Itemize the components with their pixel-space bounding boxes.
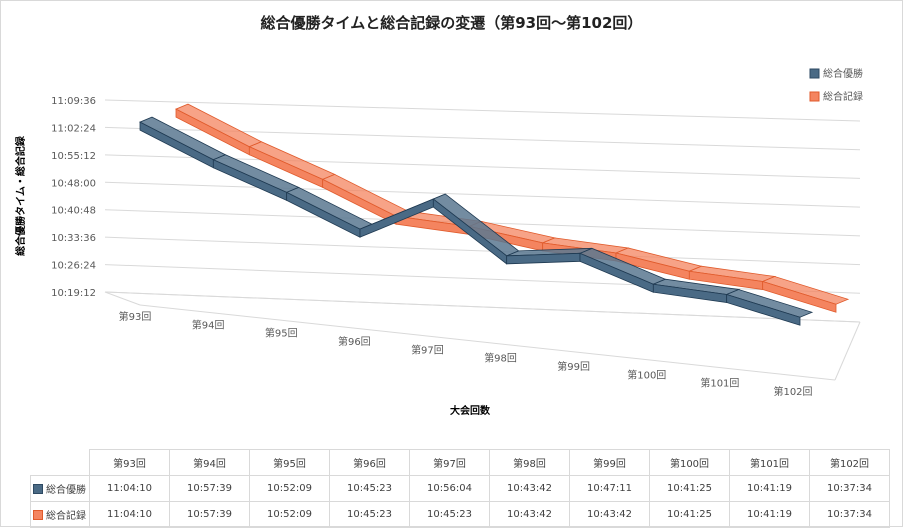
series-name: 総合優勝	[46, 485, 86, 496]
x-tick-label: 第102回	[773, 385, 812, 398]
x-tick-label: 第101回	[700, 377, 739, 390]
table-col-header: 第93回	[89, 449, 170, 476]
winner-ribbon-side	[726, 293, 801, 326]
table-cell: 11:04:10	[89, 501, 170, 528]
table-row-header: 総合記録	[30, 501, 90, 528]
table-col-header: 第100回	[649, 449, 730, 476]
table-corner	[30, 449, 90, 476]
table-cell: 10:45:23	[409, 501, 490, 528]
x-tick-label: 第95回	[265, 327, 298, 340]
legend-swatch	[809, 91, 820, 102]
y-axis-title: 総合優勝タイム・総合記録	[14, 135, 27, 256]
y-tick-label: 10:40:48	[51, 206, 96, 217]
legend-label: 総合記録	[823, 90, 863, 103]
x-tick-label: 第93回	[119, 310, 152, 323]
legend-key-record	[33, 510, 43, 520]
data-table: 第93回 第94回 第95回 第96回 第97回 第98回 第99回 第100回…	[30, 449, 890, 528]
table-cell: 10:41:19	[729, 475, 810, 502]
table-cell: 10:37:34	[809, 501, 890, 528]
table-cell: 10:37:34	[809, 475, 890, 502]
table-row-header: 総合優勝	[30, 475, 90, 502]
table-col-header: 第102回	[809, 449, 890, 476]
floor-front-edge	[139, 304, 836, 381]
table-cell: 10:43:42	[569, 501, 650, 528]
table-cell: 10:43:42	[489, 501, 570, 528]
table-cell: 10:57:39	[169, 501, 250, 528]
x-tick-label: 第97回	[411, 343, 444, 356]
table-cell: 10:52:09	[249, 475, 330, 502]
table-cell: 11:04:10	[89, 475, 170, 502]
floor-left-edge	[104, 291, 141, 306]
y-tick-label: 11:02:24	[51, 123, 96, 134]
record-ribbon-side	[762, 280, 837, 313]
x-axis-title: 大会回数	[450, 404, 491, 417]
table-col-header: 第95回	[249, 449, 330, 476]
y-tick-label: 10:19:12	[51, 288, 96, 299]
chart-title: 総合優勝タイムと総合記録の変遷（第93回〜第102回）	[260, 14, 643, 32]
table-header-row: 第93回 第94回 第95回 第96回 第97回 第98回 第99回 第100回…	[30, 449, 890, 476]
table-cell: 10:41:19	[729, 501, 810, 528]
table-row-record: 総合記録 11:04:10 10:57:39 10:52:09 10:45:23…	[30, 501, 890, 528]
y-tick-label: 11:09:36	[51, 96, 96, 107]
legend-label: 総合優勝	[823, 67, 863, 80]
table-cell: 10:47:11	[569, 475, 650, 502]
table-col-header: 第97回	[409, 449, 490, 476]
x-tick-label: 第96回	[338, 335, 371, 348]
legend-key-winner	[33, 484, 43, 494]
table-cell: 10:45:23	[329, 475, 410, 502]
x-tick-label: 第94回	[192, 318, 225, 331]
floor-back-edge	[104, 291, 861, 323]
y-tick-label: 10:26:24	[51, 261, 96, 272]
gridline	[104, 181, 861, 208]
table-cell: 10:52:09	[249, 501, 330, 528]
floor-right-edge	[834, 321, 861, 381]
y-tick-label: 10:48:00	[51, 178, 96, 189]
table-cell: 10:41:25	[649, 501, 730, 528]
table-cell: 10:56:04	[409, 475, 490, 502]
x-tick-label: 第99回	[557, 360, 590, 373]
table-cell: 10:45:23	[329, 501, 410, 528]
table-cell: 10:57:39	[169, 475, 250, 502]
x-tick-label: 第100回	[627, 368, 666, 381]
gridline	[104, 99, 861, 122]
table-col-header: 第101回	[729, 449, 810, 476]
x-tick-label: 第98回	[484, 352, 517, 365]
y-tick-label: 10:55:12	[51, 151, 96, 162]
table-cell: 10:43:42	[489, 475, 570, 502]
gridline	[104, 236, 861, 266]
y-tick-label: 10:33:36	[51, 233, 96, 244]
table-col-header: 第94回	[169, 449, 250, 476]
table-cell: 10:41:25	[649, 475, 730, 502]
table-row-winner: 総合優勝 11:04:10 10:57:39 10:52:09 10:45:23…	[30, 475, 890, 502]
series-name: 総合記録	[46, 511, 86, 522]
table-col-header: 第99回	[569, 449, 650, 476]
table-col-header: 第98回	[489, 449, 570, 476]
table-col-header: 第96回	[329, 449, 410, 476]
legend-swatch	[809, 68, 820, 79]
